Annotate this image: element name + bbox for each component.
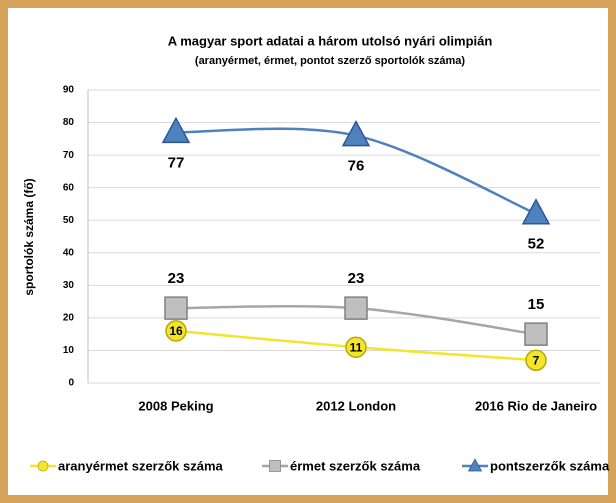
marker bbox=[345, 336, 367, 358]
legend-marker bbox=[269, 460, 281, 472]
legend-marker bbox=[37, 460, 49, 472]
marker bbox=[341, 120, 371, 147]
legend-label: aranyérmet szerzők száma bbox=[58, 458, 224, 473]
x-tick-label: 2008 Peking bbox=[138, 398, 213, 413]
marker bbox=[521, 198, 551, 225]
marker bbox=[344, 296, 368, 320]
y-tick-label: 90 bbox=[63, 85, 75, 96]
y-tick-label: 0 bbox=[68, 378, 74, 389]
marker bbox=[161, 116, 191, 144]
data-label: 77 bbox=[168, 154, 185, 171]
data-label: 15 bbox=[528, 296, 545, 313]
chart-title: A magyar sport adatai a három utolsó nyá… bbox=[168, 33, 493, 48]
chart-area bbox=[8, 8, 608, 495]
y-tick-label: 40 bbox=[63, 247, 75, 258]
marker bbox=[164, 296, 188, 320]
data-label: 16 bbox=[169, 324, 183, 338]
y-tick-label: 60 bbox=[63, 182, 75, 193]
data-label: 23 bbox=[348, 270, 365, 287]
y-tick-label: 50 bbox=[63, 215, 75, 226]
x-tick-label: 2012 London bbox=[316, 398, 396, 413]
y-tick-label: 20 bbox=[63, 313, 75, 324]
data-label: 52 bbox=[528, 236, 545, 253]
data-label: 23 bbox=[168, 270, 185, 287]
legend-label: pontszerzők száma bbox=[490, 458, 610, 473]
legend-marker bbox=[467, 458, 483, 472]
chart-subtitle: (aranyérmet, érmet, pontot szerző sporto… bbox=[195, 55, 466, 67]
y-tick-label: 10 bbox=[63, 345, 75, 356]
data-label: 11 bbox=[350, 340, 363, 354]
y-axis-title: sportolók száma (fő) bbox=[22, 178, 36, 295]
marker bbox=[524, 322, 548, 346]
legend-label: érmet szerzők száma bbox=[290, 458, 421, 473]
data-label: 7 bbox=[533, 353, 540, 367]
data-label: 76 bbox=[348, 158, 365, 175]
marker bbox=[525, 349, 547, 371]
y-tick-label: 30 bbox=[63, 280, 75, 291]
x-tick-label: 2016 Rio de Janeiro bbox=[475, 398, 597, 413]
y-tick-label: 80 bbox=[63, 117, 75, 128]
marker bbox=[165, 320, 187, 342]
y-tick-label: 70 bbox=[63, 150, 75, 161]
